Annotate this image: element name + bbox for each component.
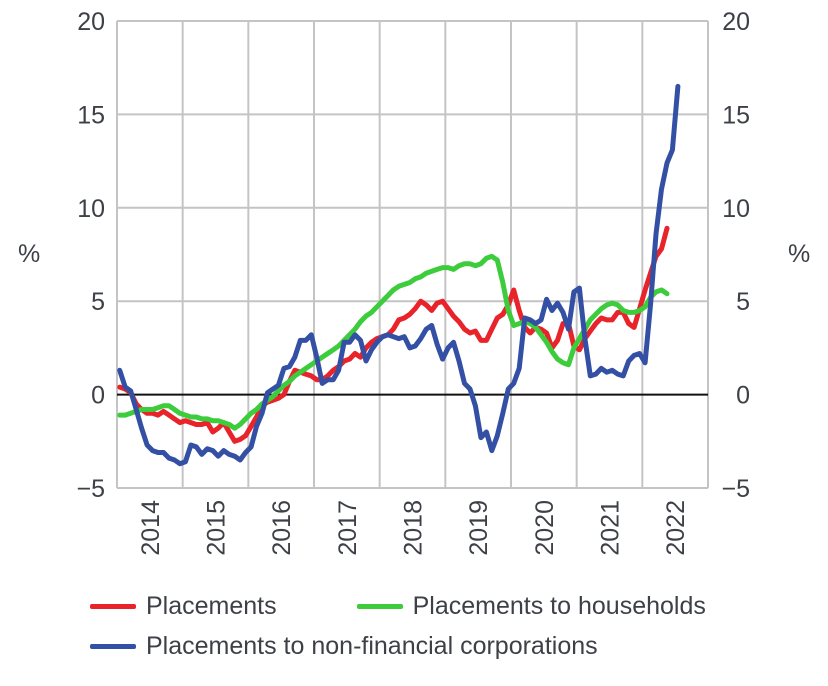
y-tick-right: 20 [722,8,750,36]
y-tick-left: 0 [91,382,105,410]
y-tick-left: 5 [91,288,105,316]
y-tick-right: 0 [736,382,750,410]
x-tick: 2014 [137,500,165,556]
series-lines [117,83,681,467]
y-axis-left: 20 15 10 5 0 −5 [76,8,105,503]
x-axis: 2014 2015 2016 2017 2018 2019 2020 2021 2022 [137,500,690,556]
legend-item-households: Placements to households [356,591,706,621]
y-tick-right: 5 [736,288,750,316]
y-axis-right-label: % [788,240,810,268]
x-tick: 2018 [400,500,428,556]
legend: Placements Placements to households Plac… [90,586,736,666]
y-tick-left: −5 [76,475,105,503]
legend-row-1: Placements Placements to households [90,586,736,626]
y-tick-right: 10 [722,195,750,223]
legend-item-placements: Placements [90,592,277,621]
y-axis-left-label: % [18,240,40,268]
x-tick: 2017 [334,500,362,556]
x-tick: 2022 [662,500,690,556]
y-tick-left: 15 [77,101,105,129]
x-tick: 2016 [268,500,296,556]
x-tick: 2015 [203,500,231,556]
legend-label-households: Placements to households [412,591,706,620]
x-tick: 2020 [531,500,559,556]
series-line-2 [117,253,670,431]
y-tick-left: 20 [77,8,105,36]
legend-swatch-placements [90,603,136,609]
legend-swatch-households [356,603,403,609]
x-tick: 2019 [465,500,493,556]
legend-row-2: Placements to non-financial corporations [90,626,736,666]
y-tick-right: −5 [721,475,750,503]
legend-item-nfc: Placements to non-financial corporations [90,632,598,661]
x-tick: 2021 [597,500,625,556]
legend-label-placements: Placements [146,591,277,620]
legend-swatch-nfc [90,643,136,649]
y-axis-right: 20 15 10 5 0 −5 [721,8,750,503]
y-tick-right: 15 [722,101,750,129]
series-line-3 [117,83,681,467]
legend-label-nfc: Placements to non-financial corporations [146,631,598,660]
grid [116,20,709,489]
y-tick-left: 10 [77,195,105,223]
